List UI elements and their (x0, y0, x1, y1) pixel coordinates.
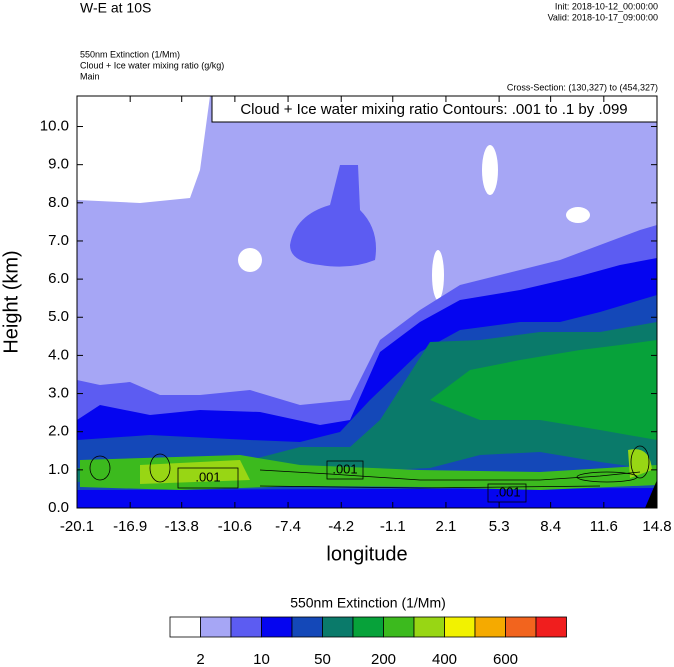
x-tick-label: -16.9 (113, 518, 147, 535)
contour-label: .001 (195, 469, 220, 484)
colorbar-title: 550nm Extinction (1/Mm) (290, 595, 446, 611)
y-tick-label: 6.0 (48, 270, 69, 287)
field-line: 550nm Extinction (1/Mm) (80, 49, 180, 59)
y-tick-label: 4.0 (48, 346, 69, 363)
x-tick-label: 2.1 (436, 518, 457, 535)
y-tick-label: 10.0 (40, 117, 69, 134)
plot-frame (76, 95, 658, 509)
init-time: Init: 2018-10-12_00:00:00 (555, 1, 658, 11)
colorbar-tick-label: 2 (196, 651, 204, 667)
x-tick-label: -13.8 (165, 518, 199, 535)
chart-title: W-E at 10S (80, 0, 151, 16)
contour-info: Cloud + Ice water mixing ratio Contours:… (240, 101, 627, 118)
colorbar-box (383, 616, 415, 638)
colorbar-box (261, 616, 293, 638)
colorbar-box (444, 616, 476, 638)
colorbar-box (322, 616, 354, 638)
x-tick-label: -1.1 (380, 518, 406, 535)
colorbar-box (413, 616, 445, 638)
x-tick-label: 8.4 (540, 518, 561, 535)
x-tick-label: -10.6 (218, 518, 252, 535)
colorbar-box (352, 616, 384, 638)
colorbar-box (230, 616, 262, 638)
contour-fill (77, 96, 657, 508)
y-tick-label: 5.0 (48, 308, 69, 325)
x-tick-label: 5.3 (489, 518, 510, 535)
x-tick-label: -4.2 (328, 518, 354, 535)
x-axis-label: longitude (326, 543, 407, 565)
field-line: Cloud + Ice water mixing ratio (g/kg) (80, 60, 224, 70)
y-tick-label: 3.0 (48, 385, 69, 402)
colorbar-tick-label: 50 (314, 651, 331, 667)
valid-time: Valid: 2018-10-17_09:00:00 (548, 12, 658, 22)
y-tick-label: 2.0 (48, 423, 69, 440)
colorbar-box (535, 616, 567, 638)
colorbar-box (200, 616, 232, 638)
field-line: Main (80, 71, 100, 81)
y-tick-label: 7.0 (48, 232, 69, 249)
colorbar-tick-label: 10 (253, 651, 270, 667)
colorbar-tick-label: 600 (493, 651, 518, 667)
colorbar-box (291, 616, 323, 638)
y-tick-label: 8.0 (48, 194, 69, 211)
x-tick-label: -7.4 (275, 518, 301, 535)
colorbar-tick-label: 400 (432, 651, 457, 667)
cross-section: Cross-Section: (130,327) to (454,327) (507, 82, 658, 92)
colorbar-box (169, 616, 201, 638)
colorbar-box (474, 616, 506, 638)
y-tick-label: 0.0 (48, 499, 69, 516)
colorbar-box (505, 616, 537, 638)
x-tick-label: 11.6 (590, 518, 618, 535)
x-tick-label: 14.8 (642, 518, 671, 535)
x-tick-label: -20.1 (60, 518, 94, 535)
y-axis-label: Height (km) (0, 250, 22, 353)
contour-label: .001 (495, 484, 520, 499)
contour-label: .001 (332, 461, 357, 476)
y-tick-label: 9.0 (48, 156, 69, 173)
y-tick-label: 1.0 (48, 461, 69, 478)
colorbar-tick-label: 200 (371, 651, 396, 667)
